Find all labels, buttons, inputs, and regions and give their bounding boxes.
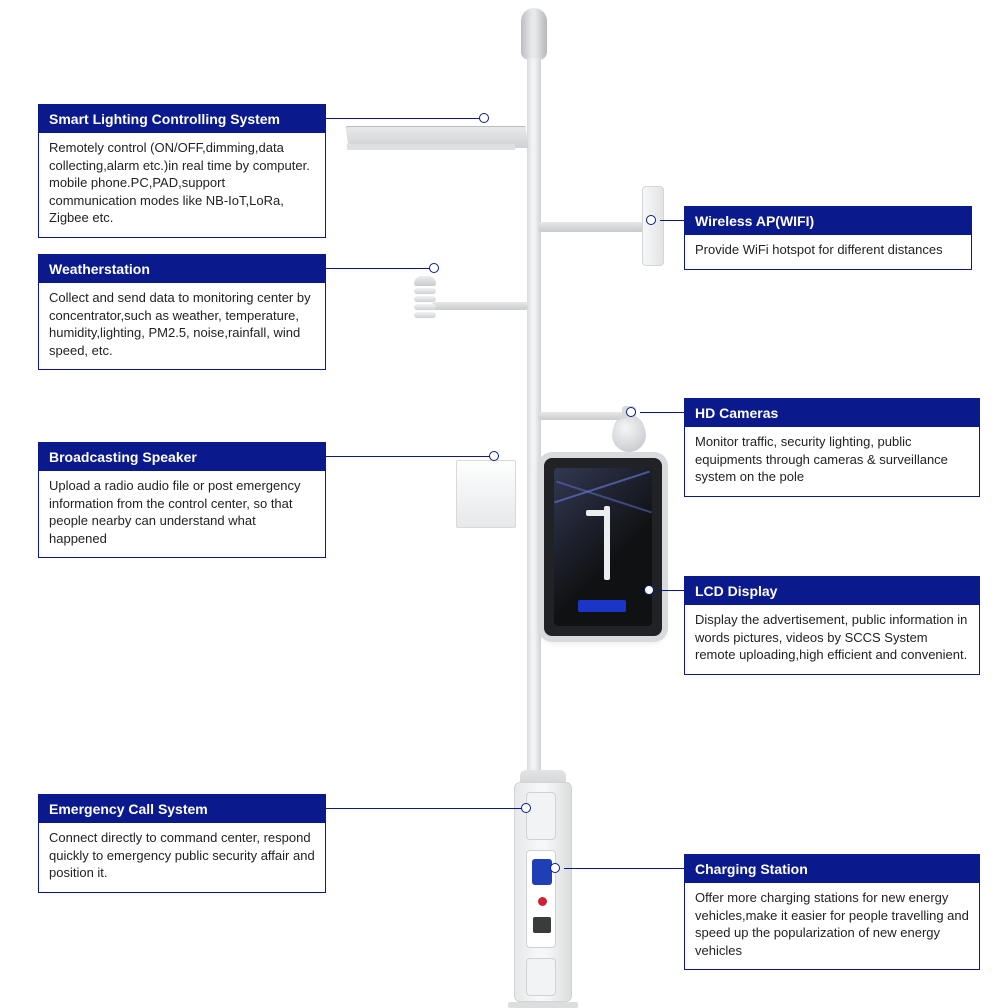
broadcast-speaker: [456, 460, 516, 528]
callout-title: Smart Lighting Controlling System: [39, 105, 325, 133]
callout-lcd-display: LCD DisplayDisplay the advertisement, pu…: [684, 576, 980, 675]
callout-body: Remotely control (ON/OFF,dimming,data co…: [39, 133, 325, 237]
callout-body: Provide WiFi hotspot for different dista…: [685, 235, 971, 269]
leader-broadcasting-speaker: [326, 456, 494, 457]
weatherstation-arm: [432, 302, 528, 310]
leader-wireless-ap: [660, 220, 684, 221]
leader-dot-emergency-call: [521, 803, 531, 813]
callout-body: Connect directly to command center, resp…: [39, 823, 325, 892]
leader-smart-lighting: [326, 118, 484, 119]
weatherstation-sensor: [414, 276, 436, 330]
leader-dot-smart-lighting: [479, 113, 489, 123]
callout-body: Monitor traffic, security lighting, publ…: [685, 427, 979, 496]
callout-title: Weatherstation: [39, 255, 325, 283]
callout-title: HD Cameras: [685, 399, 979, 427]
leader-dot-broadcasting-speaker: [489, 451, 499, 461]
emergency-call-panel: [526, 792, 556, 840]
lcd-display-panel: [544, 458, 662, 636]
base-access-panel: [526, 958, 556, 996]
callout-title: Emergency Call System: [39, 795, 325, 823]
pole-top-antenna: [521, 8, 547, 60]
lcd-screen-graphic: [558, 476, 648, 616]
leader-dot-charging-station: [550, 863, 560, 873]
smart-pole-illustration: [512, 8, 552, 1000]
callout-body: Display the advertisement, public inform…: [685, 605, 979, 674]
leader-hd-cameras: [640, 412, 684, 413]
callout-hd-cameras: HD CamerasMonitor traffic, security ligh…: [684, 398, 980, 497]
callout-title: Charging Station: [685, 855, 979, 883]
callout-title: Wireless AP(WIFI): [685, 207, 971, 235]
leader-charging-station: [564, 868, 684, 869]
callout-wireless-ap: Wireless AP(WIFI)Provide WiFi hotspot fo…: [684, 206, 972, 270]
callout-title: LCD Display: [685, 577, 979, 605]
leader-dot-weatherstation: [429, 263, 439, 273]
wifi-ap-box: [642, 186, 664, 266]
pole-footing: [508, 1002, 578, 1008]
callout-charging-station: Charging StationOffer more charging stat…: [684, 854, 980, 970]
callout-title: Broadcasting Speaker: [39, 443, 325, 471]
wifi-arm: [538, 222, 648, 232]
camera-arm: [538, 412, 624, 420]
callout-broadcasting-speaker: Broadcasting SpeakerUpload a radio audio…: [38, 442, 326, 558]
callout-smart-lighting: Smart Lighting Controlling SystemRemotel…: [38, 104, 326, 238]
ptz-camera: [612, 418, 646, 452]
callout-body: Collect and send data to monitoring cent…: [39, 283, 325, 369]
leader-dot-hd-cameras: [626, 407, 636, 417]
callout-body: Offer more charging stations for new ene…: [685, 883, 979, 969]
callout-body: Upload a radio audio file or post emerge…: [39, 471, 325, 557]
callout-weatherstation: WeatherstationCollect and send data to m…: [38, 254, 326, 370]
leader-lcd-display: [658, 590, 684, 591]
leader-weatherstation: [326, 268, 434, 269]
pole-shaft: [527, 58, 541, 788]
callout-emergency-call: Emergency Call SystemConnect directly to…: [38, 794, 326, 893]
leader-emergency-call: [326, 808, 526, 809]
leader-dot-wireless-ap: [646, 215, 656, 225]
led-light-bar: [347, 144, 516, 150]
